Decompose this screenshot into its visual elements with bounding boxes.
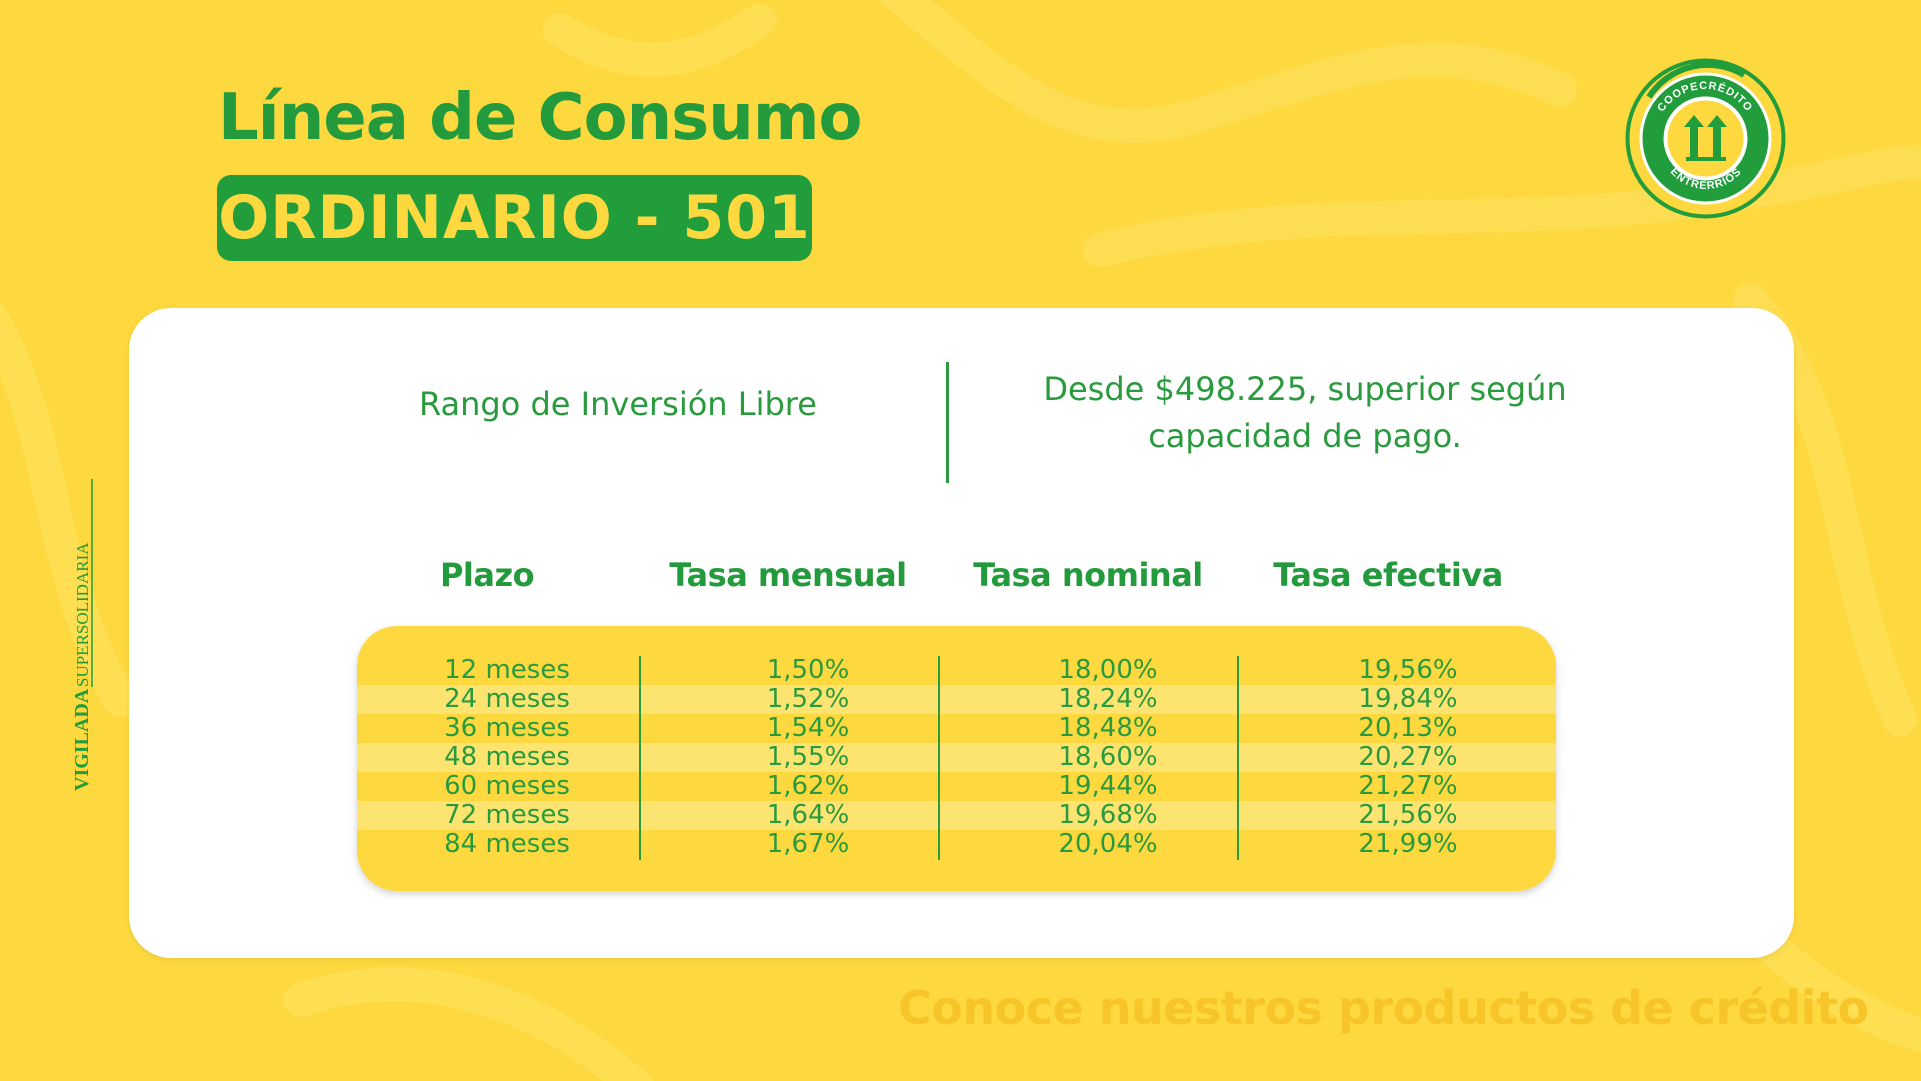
cell-tasa-efectiva: 21,27% — [1358, 771, 1458, 801]
cell-tasa-mensual: 1,67% — [766, 829, 850, 859]
header-plazo: Plazo — [439, 556, 535, 594]
table-row: 48 meses 1,55% 18,60% 20,27% — [357, 743, 1556, 772]
cell-tasa-mensual: 1,50% — [766, 655, 850, 685]
table-row: 24 meses 1,52% 18,24% 19,84% — [357, 685, 1556, 714]
investment-value-line-1: Desde $498.225, superior según — [1043, 370, 1567, 408]
column-divider — [639, 656, 641, 860]
cell-plazo: 12 meses — [444, 655, 570, 685]
investment-value-line-2: capacidad de pago. — [1148, 417, 1462, 455]
cell-plazo: 36 meses — [444, 713, 570, 743]
cell-tasa-mensual: 1,54% — [766, 713, 850, 743]
table-row: 36 meses 1,54% 18,48% 20,13% — [357, 714, 1556, 743]
cell-tasa-nominal: 19,44% — [1058, 771, 1158, 801]
cell-tasa-efectiva: 20,13% — [1358, 713, 1458, 743]
coopecredito-logo: COOPECRÉDITO ENTRERRIOS — [1625, 58, 1786, 219]
cell-plazo: 24 meses — [444, 684, 570, 714]
page-title: Línea de Consumo — [218, 81, 862, 155]
investment-divider — [946, 362, 949, 483]
cell-tasa-nominal: 18,24% — [1058, 684, 1158, 714]
cell-tasa-nominal: 20,04% — [1058, 829, 1158, 859]
cell-tasa-efectiva: 21,99% — [1358, 829, 1458, 859]
cell-tasa-nominal: 18,48% — [1058, 713, 1158, 743]
cell-tasa-efectiva: 21,56% — [1358, 800, 1458, 830]
cell-tasa-efectiva: 19,84% — [1358, 684, 1458, 714]
cell-tasa-efectiva: 19,56% — [1358, 655, 1458, 685]
svg-text:SUPERSOLIDARIA: SUPERSOLIDARIA — [73, 542, 92, 687]
table-row: 84 meses 1,67% 20,04% 21,99% — [357, 830, 1556, 859]
product-badge-label: ORDINARIO - 501 — [218, 183, 811, 253]
column-divider — [1237, 656, 1239, 860]
vigilada-supersolidaria-label: VIGILADA SUPERSOLIDARIA — [71, 479, 93, 791]
table-row: 72 meses 1,64% 19,68% 21,56% — [357, 801, 1556, 830]
cell-plazo: 84 meses — [444, 829, 570, 859]
svg-text:VIGILADA: VIGILADA — [71, 688, 93, 791]
cell-tasa-efectiva: 20,27% — [1358, 742, 1458, 772]
header-tasa-mensual: Tasa mensual — [669, 556, 907, 594]
cell-tasa-mensual: 1,62% — [766, 771, 850, 801]
cell-tasa-mensual: 1,55% — [766, 742, 850, 772]
cell-tasa-mensual: 1,64% — [766, 800, 850, 830]
cell-plazo: 72 meses — [444, 800, 570, 830]
table-row: 60 meses 1,62% 19,44% 21,27% — [357, 772, 1556, 801]
column-divider — [938, 656, 940, 860]
cell-plazo: 48 meses — [444, 742, 570, 772]
header-tasa-nominal: Tasa nominal — [973, 556, 1203, 594]
product-badge: ORDINARIO - 501 — [217, 175, 812, 261]
cell-tasa-nominal: 18,00% — [1058, 655, 1158, 685]
rates-table: 12 meses 1,50% 18,00% 19,56% 24 meses 1,… — [357, 626, 1556, 891]
investment-range-label: Rango de Inversión Libre — [419, 385, 817, 423]
cell-tasa-nominal: 18,60% — [1058, 742, 1158, 772]
investment-range-value: Desde $498.225, superior según capacidad… — [1020, 366, 1590, 460]
table-row: 12 meses 1,50% 18,00% 19,56% — [357, 656, 1556, 685]
cell-tasa-nominal: 19,68% — [1058, 800, 1158, 830]
products-cta[interactable]: Conoce nuestros productos de crédito — [898, 981, 1869, 1035]
cell-tasa-mensual: 1,52% — [766, 684, 850, 714]
cell-plazo: 60 meses — [444, 771, 570, 801]
rates-table-header: Plazo Tasa mensual Tasa nominal Tasa efe… — [0, 553, 1921, 597]
header-tasa-efectiva: Tasa efectiva — [1273, 556, 1503, 594]
